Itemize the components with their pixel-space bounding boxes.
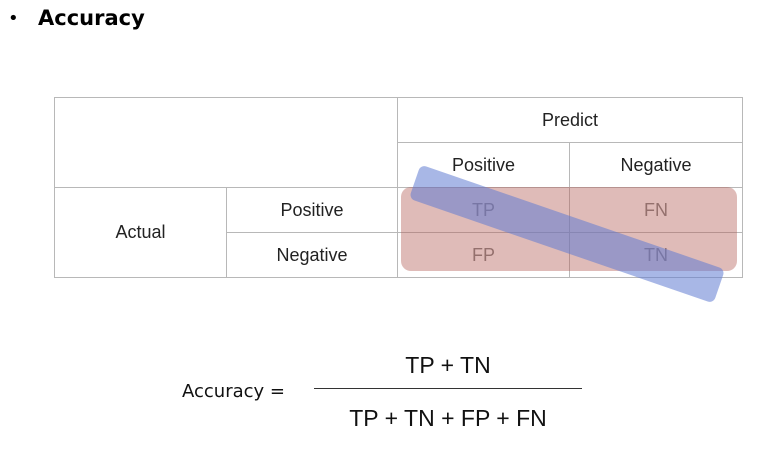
section-heading: • Accuracy (8, 2, 145, 34)
confusion-matrix-table: Predict Positive Negative Actual Positiv… (54, 97, 743, 278)
predict-header: Predict (397, 97, 743, 143)
actual-negative-label: Negative (226, 232, 398, 278)
predicted-negative-label: Negative (569, 142, 743, 188)
accuracy-formula: Accuracy = TP + TN TP + TN + FP + FN (0, 340, 773, 440)
fraction-bar (314, 388, 582, 389)
confusion-matrix: Predict Positive Negative Actual Positiv… (54, 97, 743, 304)
actual-positive-label: Positive (226, 187, 398, 233)
predicted-positive-label: Positive (397, 142, 570, 188)
empty-corner-cell (54, 97, 398, 188)
cell-tp: TP (397, 187, 570, 233)
bullet-icon: • (8, 7, 19, 29)
cell-tn: TN (569, 232, 743, 278)
cell-fp: FP (397, 232, 570, 278)
actual-header: Actual (54, 187, 227, 278)
formula-numerator: TP + TN (405, 352, 491, 378)
heading-text: Accuracy (38, 6, 145, 30)
formula-denominator: TP + TN + FP + FN (349, 405, 547, 431)
cell-fn: FN (569, 187, 743, 233)
formula-label: Accuracy = (182, 381, 285, 402)
